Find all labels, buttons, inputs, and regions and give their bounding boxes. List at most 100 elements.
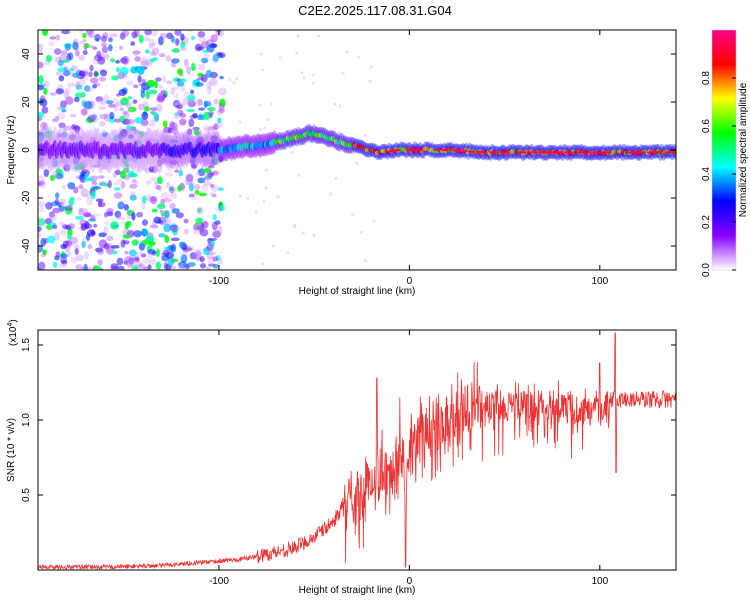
spectrogram-speckle: [61, 30, 71, 35]
spectrogram-speckle: [214, 220, 221, 226]
spectrogram-speckle: [372, 219, 376, 223]
spectrogram-speckle: [114, 169, 121, 176]
spectrogram-speckle: [63, 89, 69, 99]
spectrogram-speckle: [203, 181, 213, 187]
spectrogram-speckle: [163, 210, 170, 219]
spectrogram-speckle: [212, 170, 219, 176]
spectrogram-speckle: [190, 89, 195, 95]
spectrogram-speckle: [149, 177, 158, 182]
spectrogram-speckle: [295, 51, 299, 55]
spectrogram-speckle: [79, 30, 84, 35]
spectrogram-speckle: [38, 111, 44, 119]
spectrogram-speckle: [80, 159, 87, 164]
spectrogram-speckle: [198, 192, 207, 197]
spectrogram-speckle: [60, 50, 68, 55]
spectrogram-speckle: [328, 192, 332, 196]
spectrogram-speckle: [209, 238, 215, 248]
spectrogram-speckle: [137, 75, 142, 83]
spectrogram-speckle: [359, 230, 363, 234]
spectrogram-speckle: [188, 118, 195, 128]
spectrogram-speckle: [55, 168, 62, 175]
spectrogram-peak: [526, 151, 532, 154]
spectrogram-speckle: [174, 101, 182, 107]
spectrogram-speckle: [116, 179, 124, 184]
spectrogram-peak: [593, 151, 598, 154]
spectrogram-speckle: [55, 251, 61, 258]
spectrogram-speckle: [204, 172, 212, 182]
spectrogram-speckle: [100, 35, 108, 43]
spectrogram-speckle: [131, 265, 139, 270]
spectrogram-speckle: [163, 155, 172, 164]
spectrogram-speckle: [179, 118, 187, 126]
spectrogram-speckle: [74, 125, 81, 134]
spectrogram-speckle: [74, 247, 79, 255]
y-tick-label: 0.5: [21, 488, 32, 502]
spectrogram-speckle: [200, 41, 209, 48]
spectrogram-speckle: [177, 185, 182, 192]
spectrogram-speckle: [144, 30, 152, 36]
spectrogram-speckle: [212, 214, 217, 221]
y-tick-label: 1.0: [21, 413, 32, 427]
spectrogram-speckle: [169, 121, 175, 130]
spectrogram-speckle: [170, 191, 177, 199]
spectrogram-speckle: [155, 185, 161, 190]
spectrogram-speckle: [103, 211, 109, 218]
spectrogram-speckle: [203, 127, 211, 131]
spectrogram-speckle: [172, 86, 180, 90]
spectrogram-speckle: [115, 101, 124, 107]
spectrogram-speckle: [169, 160, 178, 165]
spectrogram-speckle: [338, 104, 342, 108]
spectrogram-speckle: [120, 239, 126, 248]
spectrogram-speckle: [41, 106, 49, 114]
spectrogram-speckle: [190, 196, 198, 201]
spectrogram-speckle: [187, 100, 196, 108]
spectrogram-speckle: [169, 139, 178, 143]
spectrogram-speckle: [235, 77, 239, 81]
spectrogram-speckle: [293, 223, 297, 227]
spectrogram-speckle: [78, 226, 87, 232]
spectrogram-speckle: [55, 192, 60, 199]
spectrogram-speckle: [126, 155, 134, 161]
spectrogram-speckle: [198, 107, 206, 111]
spectrogram-speckle: [140, 253, 147, 258]
colorbar-tick-label: 0.8: [701, 71, 712, 85]
spectrogram-speckle: [93, 224, 98, 228]
spectrogram-speckle: [128, 134, 134, 139]
spectrogram-speckle: [163, 197, 172, 203]
spectrogram-speckle: [142, 258, 151, 265]
spectrogram-speckle: [193, 222, 201, 227]
spectrogram-speckle: [123, 167, 130, 173]
spectrogram-speckle: [129, 126, 137, 132]
spectrogram-speckle: [158, 36, 164, 46]
spectrogram-speckle: [167, 257, 175, 266]
spectrogram-speckle: [364, 259, 368, 263]
spectrogram-speckle: [60, 260, 68, 265]
spectrogram-speckle: [194, 222, 200, 227]
spectrogram-speckle: [74, 135, 84, 141]
spectrogram-speckle: [198, 225, 205, 233]
spectrogram-speckle: [311, 81, 315, 85]
spectrogram-speckle: [106, 235, 114, 242]
spectrogram-peak: [667, 151, 673, 154]
spectrogram-speckle: [110, 263, 119, 270]
spectrogram-speckle: [110, 221, 119, 230]
spectrogram-speckle: [54, 255, 60, 261]
spectrogram-speckle: [67, 232, 72, 240]
spectrogram-speckle: [300, 71, 304, 75]
spectrogram-y-label: Frequency (Hz): [6, 116, 17, 185]
spectrogram-peak: [601, 151, 606, 154]
spectrogram-speckle: [334, 177, 338, 180]
spectrogram-speckle: [74, 49, 80, 57]
colorbar-frame: [711, 29, 737, 271]
spectrogram-speckle: [204, 52, 210, 58]
spectrogram-speckle: [217, 117, 222, 124]
spectrogram-speckle: [152, 57, 159, 61]
spectrogram-speckle: [278, 56, 282, 60]
spectrogram-speckle: [185, 65, 192, 75]
spectrogram-speckle: [145, 90, 150, 100]
spectrogram-speckle: [254, 210, 258, 214]
spectrogram-speckle: [112, 98, 119, 105]
spectrogram-speckle: [38, 50, 44, 55]
spectrogram-speckle: [108, 37, 113, 43]
